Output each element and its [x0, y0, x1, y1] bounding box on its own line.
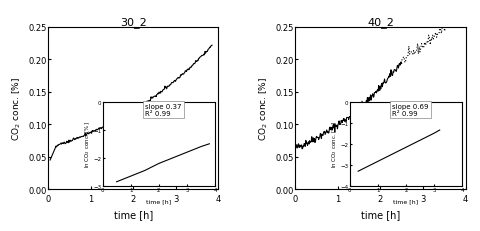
Title: 30_2: 30_2 [120, 17, 146, 28]
Y-axis label: CO$_2$ conc. [%]: CO$_2$ conc. [%] [10, 77, 23, 140]
X-axis label: time [h]: time [h] [114, 209, 153, 219]
Y-axis label: CO$_2$ conc. [%]: CO$_2$ conc. [%] [257, 77, 270, 140]
X-axis label: time [h]: time [h] [361, 209, 400, 219]
Title: 40_2: 40_2 [367, 17, 394, 28]
